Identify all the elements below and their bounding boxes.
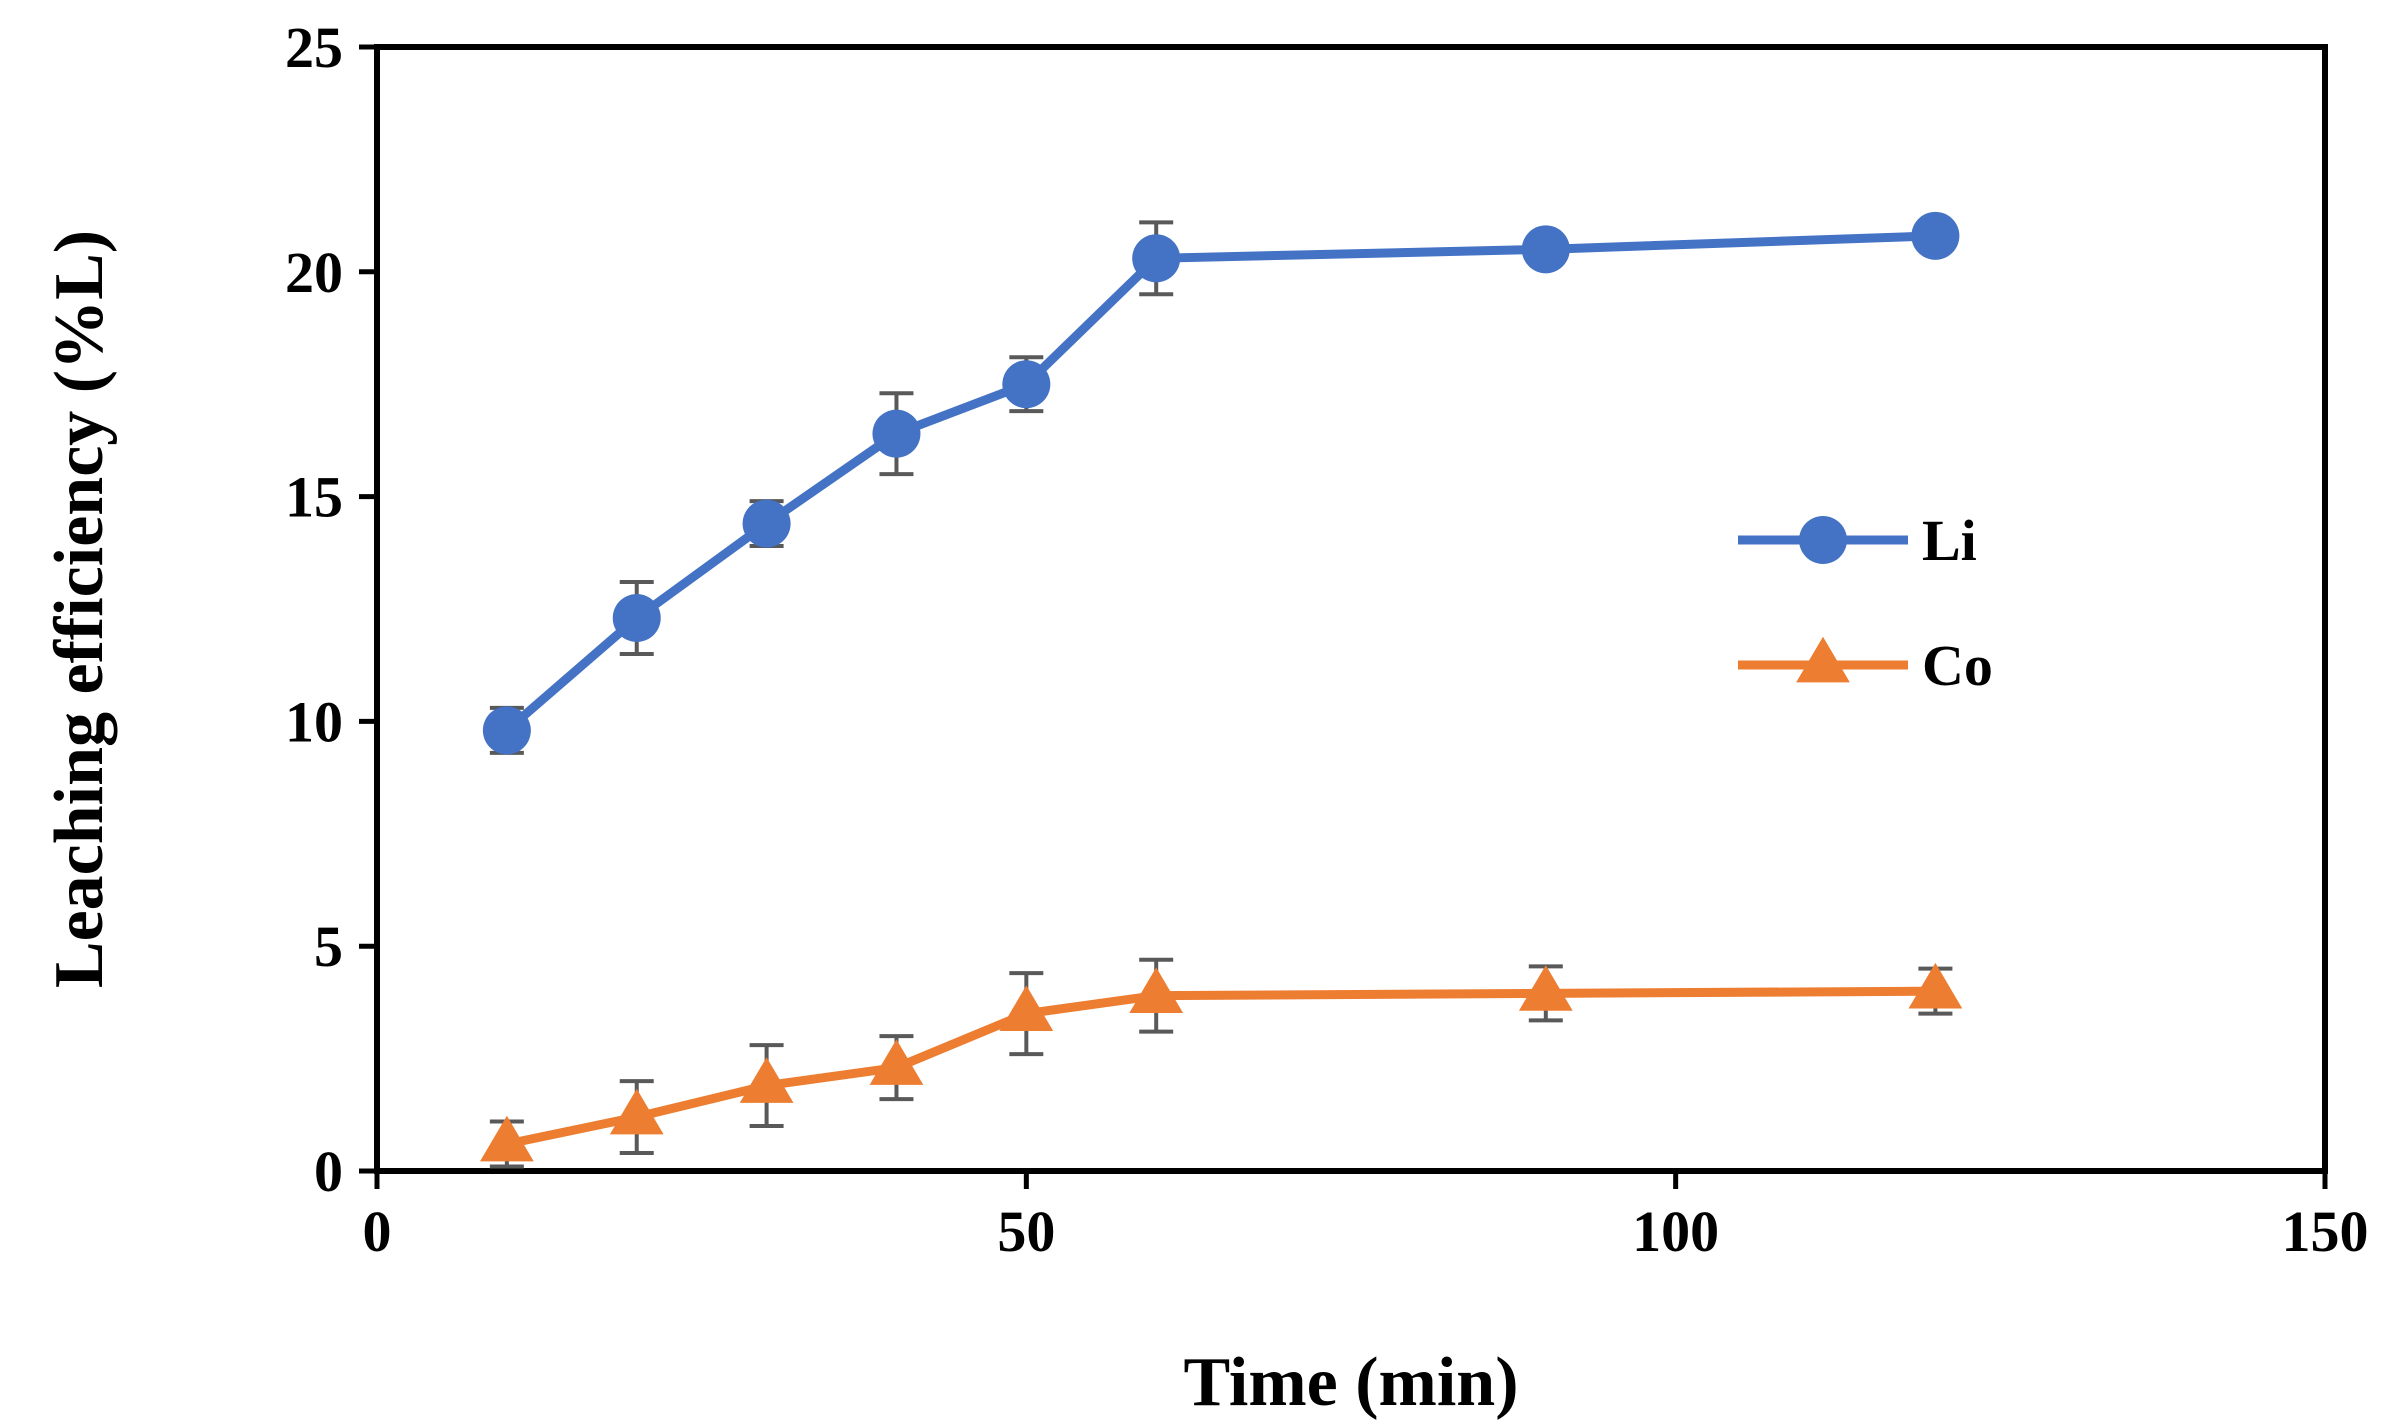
data-point-co xyxy=(1129,967,1184,1013)
data-point-li xyxy=(1002,360,1051,409)
y-tick-label: 10 xyxy=(285,689,343,754)
y-tick-label: 20 xyxy=(285,240,343,305)
data-point-co xyxy=(739,1057,794,1103)
data-point-li xyxy=(482,706,531,755)
legend-label-li: Li xyxy=(1922,508,1977,573)
series-line-co xyxy=(505,986,1936,1149)
data-point-li xyxy=(742,499,791,548)
legend-marker-li xyxy=(1799,516,1847,564)
x-axis-title: Time (min) xyxy=(1183,1344,1518,1421)
data-point-li xyxy=(1132,234,1181,283)
data-point-co xyxy=(479,1115,534,1162)
y-tick-label: 5 xyxy=(314,914,343,979)
data-point-co xyxy=(1908,962,1963,1009)
legend-marker-co xyxy=(1796,636,1850,683)
data-point-co xyxy=(609,1088,664,1135)
x-axis: 0 50 100 150 xyxy=(363,1171,2369,1264)
data-point-co xyxy=(869,1039,924,1085)
x-tick-label: 100 xyxy=(1632,1199,1719,1264)
legend-label-co: Co xyxy=(1922,633,1993,698)
y-axis: 0 5 10 15 20 25 xyxy=(285,15,377,1204)
data-point-co xyxy=(1518,965,1573,1011)
y-tick-label: 0 xyxy=(314,1139,343,1204)
series-co xyxy=(479,957,1963,1169)
y-axis-title: Leaching efficiency (%L) xyxy=(41,230,118,988)
x-tick-label: 50 xyxy=(997,1199,1055,1264)
data-point-li xyxy=(1521,225,1570,274)
data-point-co xyxy=(999,985,1054,1031)
data-point-li xyxy=(872,409,921,458)
series-layer xyxy=(479,211,1963,1169)
x-tick-label: 150 xyxy=(2282,1199,2369,1264)
plot-frame xyxy=(374,44,2328,1174)
x-tick-label: 0 xyxy=(363,1199,392,1264)
series-li xyxy=(482,211,1960,755)
data-point-li xyxy=(1911,211,1960,260)
legend: Li Co xyxy=(1738,508,1993,698)
data-point-li xyxy=(612,593,661,642)
y-tick-label: 25 xyxy=(285,15,343,80)
series-line-li xyxy=(503,231,1936,734)
y-tick-label: 15 xyxy=(285,465,343,530)
